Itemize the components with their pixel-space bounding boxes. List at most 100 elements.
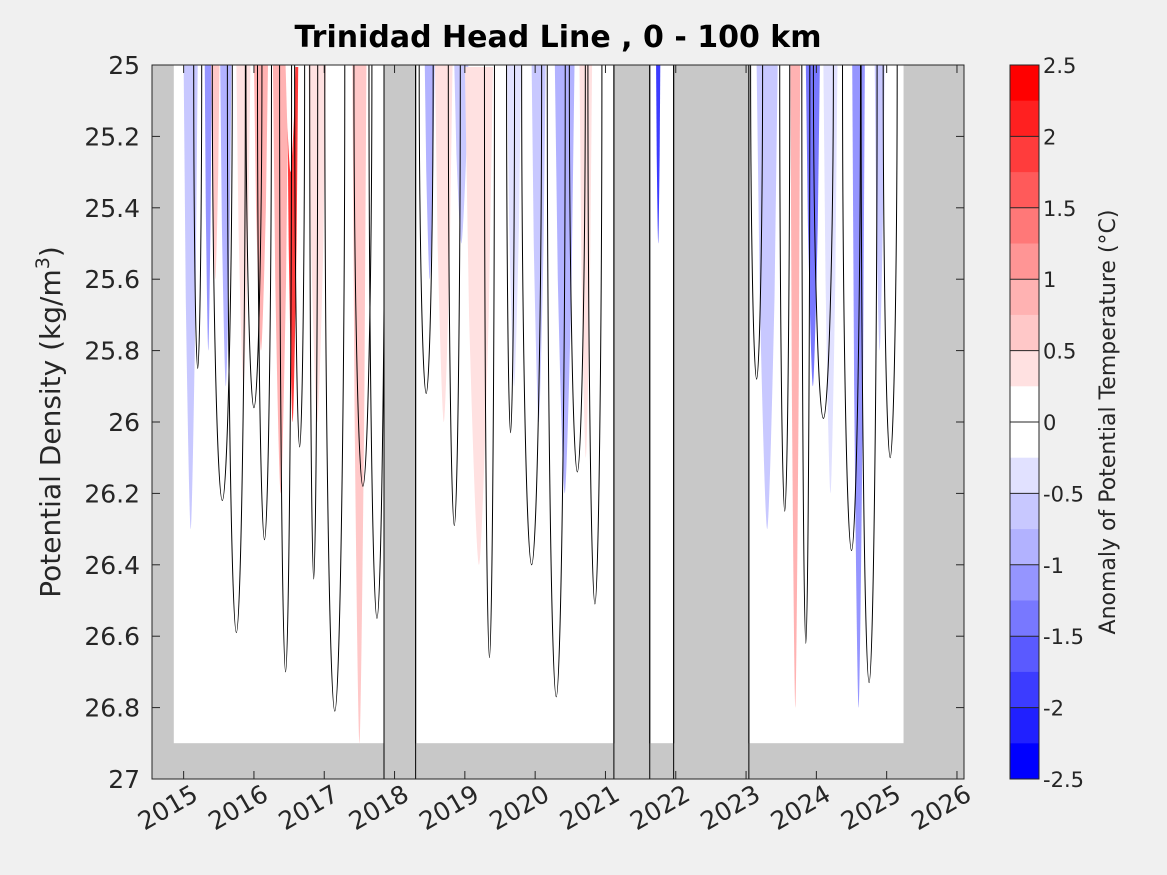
anomaly-patch bbox=[272, 65, 289, 494]
x-tick-label: 2016 bbox=[203, 779, 273, 836]
zero-contour bbox=[521, 65, 543, 566]
colorbar-tick-label: 1.5 bbox=[1043, 197, 1076, 221]
colorbar-tick-label: 2.5 bbox=[1043, 54, 1076, 78]
zero-contour bbox=[256, 65, 272, 541]
anomaly-patch bbox=[211, 65, 220, 280]
anomaly-patch bbox=[464, 67, 493, 565]
colorbar-swatch bbox=[1010, 314, 1039, 352]
anomaly-patch bbox=[454, 65, 469, 244]
x-tick-label: 2023 bbox=[695, 779, 765, 836]
colorbar-swatch bbox=[1010, 65, 1039, 102]
colorbar-tick-label: 0.5 bbox=[1043, 340, 1076, 364]
colorbar-swatch bbox=[1010, 529, 1039, 566]
chart-title: Trinidad Head Line , 0 - 100 km bbox=[294, 20, 821, 55]
colorbar-tick-label: -2.5 bbox=[1043, 768, 1084, 792]
colorbar-swatch bbox=[1010, 743, 1039, 780]
colorbar-tick-label: -1.5 bbox=[1043, 625, 1084, 649]
y-tick-label: 27 bbox=[108, 765, 140, 794]
anomaly-patch bbox=[823, 65, 838, 494]
zero-contour bbox=[506, 65, 516, 434]
colorbar-label: Anomaly of Potential Temperature (°C) bbox=[1096, 210, 1121, 635]
zero-contour bbox=[779, 65, 791, 512]
y-tick-label: 26.6 bbox=[84, 622, 140, 651]
zero-contour bbox=[309, 65, 319, 580]
x-tick-label: 2017 bbox=[274, 779, 344, 836]
y-axis-label-text: Potential Density (kg/m bbox=[34, 269, 67, 598]
colorbar-swatch bbox=[1010, 671, 1039, 709]
colorbar-swatch bbox=[1010, 100, 1039, 137]
colorbar-tick-label: 1 bbox=[1043, 268, 1056, 292]
colorbar-swatch bbox=[1010, 136, 1039, 173]
y-tick-label: 25.6 bbox=[84, 265, 140, 294]
plot-area bbox=[152, 65, 964, 779]
colorbar-swatch bbox=[1010, 600, 1039, 637]
colorbar-tick-label: -1 bbox=[1043, 554, 1064, 578]
zero-contour bbox=[294, 65, 306, 448]
colorbar-swatch bbox=[1010, 493, 1039, 530]
x-tick-label: 2020 bbox=[485, 779, 555, 836]
y-tick-label: 25.8 bbox=[84, 337, 140, 366]
colorbar-swatch bbox=[1010, 172, 1039, 209]
no-data-gap bbox=[613, 65, 651, 779]
colorbar: 2.5 2 1.5 1 0.5 0 -0.5 -1 -1.5 -2 -2.5 bbox=[1009, 54, 1084, 792]
x-tick-label: 2015 bbox=[133, 779, 203, 836]
anomaly-patch bbox=[204, 65, 212, 351]
zero-contour bbox=[193, 65, 203, 369]
zero-contour bbox=[801, 65, 811, 644]
anomaly-patch bbox=[790, 65, 801, 708]
colorbar-swatch bbox=[1010, 350, 1039, 387]
colorbar-swatch bbox=[1010, 279, 1039, 316]
y-tick-label: 25.2 bbox=[84, 122, 140, 151]
anomaly-patch bbox=[656, 65, 661, 244]
zero-contour bbox=[324, 65, 346, 712]
x-tick-label: 2019 bbox=[414, 779, 484, 836]
anomaly-patch bbox=[236, 65, 251, 387]
anomaly-patch bbox=[424, 65, 435, 280]
no-data-gap bbox=[383, 65, 417, 779]
no-data-gap-outline bbox=[613, 65, 651, 779]
colorbar-swatch bbox=[1010, 207, 1039, 244]
x-tick-label: 2024 bbox=[766, 779, 836, 836]
colorbar-tick-label: 2 bbox=[1043, 125, 1056, 149]
zero-contour bbox=[546, 65, 566, 698]
zero-contour bbox=[568, 65, 586, 473]
zero-contour bbox=[353, 65, 373, 487]
colorbar-swatch bbox=[1010, 564, 1039, 601]
zero-contour bbox=[418, 65, 434, 394]
colorbar-tick-label: 0 bbox=[1043, 411, 1056, 435]
y-tick-label: 26 bbox=[108, 408, 140, 437]
y-axis-label: Potential Density (kg/m3) bbox=[32, 246, 67, 598]
x-tick-label: 2025 bbox=[836, 779, 906, 836]
zero-contour bbox=[483, 65, 495, 659]
zero-contour bbox=[245, 65, 263, 409]
y-tick-label: 26.8 bbox=[84, 694, 140, 723]
no-data-bottom bbox=[152, 743, 964, 779]
y-tick-label: 26.4 bbox=[84, 551, 140, 580]
anomaly-patch bbox=[220, 65, 232, 387]
colorbar-swatch bbox=[1010, 636, 1039, 673]
anomaly-patch bbox=[285, 65, 296, 173]
colorbar-swatch bbox=[1010, 422, 1039, 459]
zero-contour bbox=[882, 65, 898, 459]
x-tick-label: 2026 bbox=[906, 779, 976, 836]
zero-contour bbox=[279, 65, 293, 673]
zero-contour bbox=[750, 65, 764, 380]
anomaly-patch bbox=[579, 65, 593, 458]
x-tick-label: 2022 bbox=[625, 779, 695, 836]
zero-contour bbox=[812, 65, 834, 419]
colorbar-tick-label: -0.5 bbox=[1043, 482, 1084, 506]
y-tick-label: 26.2 bbox=[84, 479, 140, 508]
colorbar-swatch bbox=[1010, 243, 1039, 280]
colorbar-swatch bbox=[1010, 386, 1039, 423]
zero-contour bbox=[447, 65, 461, 527]
no-data-gap-outline bbox=[383, 65, 417, 779]
y-tick-label: 25.4 bbox=[84, 194, 140, 223]
no-data-gap bbox=[673, 65, 750, 779]
y-axis-label-close: ) bbox=[34, 246, 67, 257]
y-tick-label: 25 bbox=[108, 51, 140, 80]
anomaly-patch bbox=[352, 65, 367, 744]
x-tick-label: 2018 bbox=[344, 779, 414, 836]
zero-contour bbox=[842, 65, 862, 552]
zero-contour bbox=[860, 65, 878, 684]
